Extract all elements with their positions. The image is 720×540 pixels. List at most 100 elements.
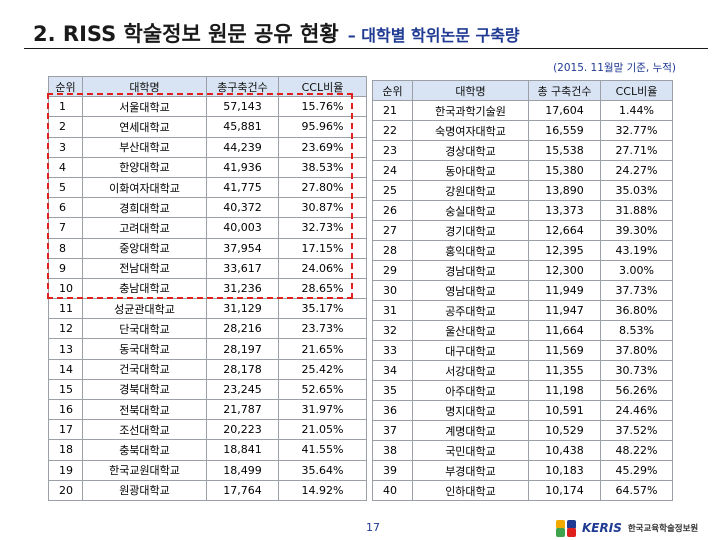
rank-cell: 10 <box>48 277 83 300</box>
ccl-ratio-cell: 27.71% <box>600 140 673 161</box>
university-cell: 고려대학교 <box>82 217 207 239</box>
header-university: 대학명 <box>82 75 207 98</box>
total-count-cell: 11,569 <box>528 340 601 361</box>
table-row: 6 경희대학교 40,372 30.87% <box>48 197 367 219</box>
table-row: 9 전남대학교 33,617 24.06% <box>48 257 367 279</box>
university-cell: 동아대학교 <box>412 160 529 181</box>
table-row: 31 공주대학교 11,947 36.80% <box>372 300 673 321</box>
title-main: 2. RISS 학술정보 원문 공유 현황 <box>33 22 339 46</box>
rank-cell: 17 <box>48 419 83 441</box>
table-row: 1 서울대학교 57,143 15.76% <box>48 96 367 118</box>
university-cell: 한국교원대학교 <box>82 459 207 481</box>
header-ccl-ratio: CCL비율 <box>278 75 367 98</box>
ccl-ratio-cell: 38.53% <box>278 156 367 178</box>
ccl-ratio-cell: 39.30% <box>600 220 673 241</box>
ccl-ratio-cell: 28.65% <box>278 277 367 300</box>
ccl-ratio-cell: 45.29% <box>600 460 673 481</box>
rank-cell: 32 <box>372 320 413 341</box>
rank-cell: 8 <box>48 237 83 259</box>
ccl-ratio-cell: 25.42% <box>278 358 367 380</box>
table-row: 18 충북대학교 18,841 41.55% <box>48 439 367 461</box>
total-count-cell: 12,300 <box>528 260 601 281</box>
table-row: 24 동아대학교 15,380 24.27% <box>372 160 673 181</box>
total-count-cell: 28,216 <box>206 318 279 340</box>
table-row: 14 건국대학교 28,178 25.42% <box>48 358 367 380</box>
university-cell: 조선대학교 <box>82 419 207 441</box>
right-table-body: 21 한국과학기술원 17,604 1.44% 22 숙명여자대학교 16,559 32.77… <box>372 100 673 501</box>
ccl-ratio-cell: 32.73% <box>278 217 367 239</box>
ccl-ratio-cell: 31.97% <box>278 398 367 421</box>
total-count-cell: 57,143 <box>206 96 279 118</box>
rank-cell: 2 <box>48 116 83 138</box>
ccl-ratio-cell: 3.00% <box>600 260 673 281</box>
title-underline <box>24 48 708 49</box>
total-count-cell: 10,174 <box>528 480 601 501</box>
university-cell: 동국대학교 <box>82 338 207 360</box>
ccl-ratio-cell: 24.06% <box>278 257 367 279</box>
table-row: 39 부경대학교 10,183 45.29% <box>372 460 673 481</box>
table-row: 20 원광대학교 17,764 14.92% <box>48 479 367 501</box>
total-count-cell: 37,954 <box>206 237 279 259</box>
table-header-row: 순위 대학명 총구축건수 CCL비율 <box>48 75 367 98</box>
university-cell: 울산대학교 <box>412 320 529 341</box>
university-cell: 한양대학교 <box>82 156 207 178</box>
total-count-cell: 11,947 <box>528 300 601 321</box>
total-count-cell: 15,538 <box>528 140 601 161</box>
rank-cell: 33 <box>372 340 413 361</box>
university-cell: 경기대학교 <box>412 220 529 241</box>
university-cell: 인하대학교 <box>412 480 529 501</box>
total-count-cell: 41,775 <box>206 176 279 199</box>
total-count-cell: 11,949 <box>528 280 601 301</box>
total-count-cell: 12,664 <box>528 220 601 241</box>
rank-cell: 26 <box>372 200 413 221</box>
ccl-ratio-cell: 36.80% <box>600 300 673 321</box>
ccl-ratio-cell: 8.53% <box>600 320 673 341</box>
table-row: 19 한국교원대학교 18,499 35.64% <box>48 459 367 481</box>
table-row: 34 서강대학교 11,355 30.73% <box>372 360 673 381</box>
table-row: 10 충남대학교 31,236 28.65% <box>48 277 367 300</box>
table-row: 3 부산대학교 44,239 23.69% <box>48 136 367 158</box>
total-count-cell: 18,499 <box>206 459 279 481</box>
rank-cell: 7 <box>48 217 83 239</box>
rank-cell: 35 <box>372 380 413 401</box>
total-count-cell: 11,355 <box>528 360 601 381</box>
total-count-cell: 40,372 <box>206 197 279 219</box>
rank-cell: 20 <box>48 479 83 501</box>
ccl-ratio-cell: 21.65% <box>278 338 367 360</box>
university-cell: 경희대학교 <box>82 197 207 219</box>
university-cell: 건국대학교 <box>82 358 207 380</box>
university-cell: 성균관대학교 <box>82 298 207 320</box>
ccl-ratio-cell: 43.19% <box>600 240 673 261</box>
university-cell: 단국대학교 <box>82 318 207 340</box>
university-cell: 공주대학교 <box>412 300 529 321</box>
university-cell: 영남대학교 <box>412 280 529 301</box>
total-count-cell: 23,245 <box>206 378 279 401</box>
university-cell: 이화여자대학교 <box>82 176 207 199</box>
university-cell: 충북대학교 <box>82 439 207 461</box>
rank-cell: 38 <box>372 440 413 461</box>
total-count-cell: 13,890 <box>528 180 601 201</box>
total-count-cell: 17,604 <box>528 100 601 121</box>
university-cell: 중앙대학교 <box>82 237 207 259</box>
university-cell: 서울대학교 <box>82 96 207 118</box>
rank-cell: 12 <box>48 318 83 340</box>
table-row: 22 숙명여자대학교 16,559 32.77% <box>372 120 673 141</box>
header-rank: 순위 <box>372 80 413 101</box>
ccl-ratio-cell: 30.73% <box>600 360 673 381</box>
university-cell: 연세대학교 <box>82 116 207 138</box>
table-row: 23 경상대학교 15,538 27.71% <box>372 140 673 161</box>
university-cell: 아주대학교 <box>412 380 529 401</box>
rank-cell: 21 <box>372 100 413 121</box>
ccl-ratio-cell: 23.73% <box>278 318 367 340</box>
total-count-cell: 13,373 <box>528 200 601 221</box>
rank-cell: 5 <box>48 176 83 199</box>
table-row: 21 한국과학기술원 17,604 1.44% <box>372 100 673 121</box>
university-cell: 숙명여자대학교 <box>412 120 529 141</box>
rank-cell: 1 <box>48 96 83 118</box>
total-count-cell: 16,559 <box>528 120 601 141</box>
table-row: 2 연세대학교 45,881 95.96% <box>48 116 367 138</box>
ccl-ratio-cell: 21.05% <box>278 419 367 441</box>
table-row: 28 홍익대학교 12,395 43.19% <box>372 240 673 261</box>
total-count-cell: 31,129 <box>206 298 279 320</box>
header-rank: 순위 <box>48 75 83 98</box>
